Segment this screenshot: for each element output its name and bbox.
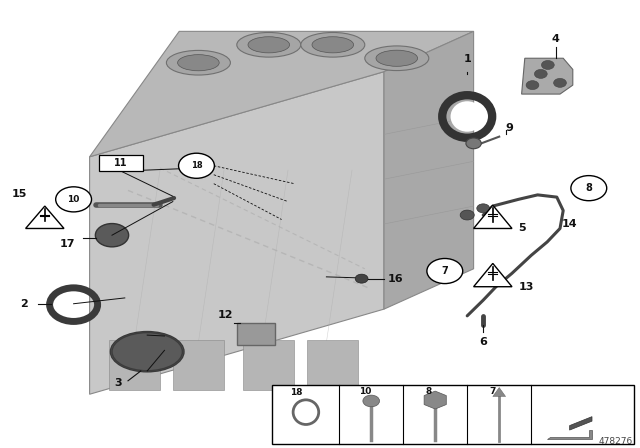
Circle shape <box>179 153 214 178</box>
Text: 13: 13 <box>518 282 534 292</box>
Ellipse shape <box>178 55 220 71</box>
Bar <box>307 340 358 390</box>
Text: 11: 11 <box>114 158 128 168</box>
Text: 16: 16 <box>387 274 403 284</box>
Ellipse shape <box>237 33 301 57</box>
Polygon shape <box>90 31 474 157</box>
Text: 4: 4 <box>552 34 559 44</box>
Bar <box>99 155 143 171</box>
Ellipse shape <box>451 101 484 132</box>
Ellipse shape <box>365 46 429 71</box>
Text: 18: 18 <box>290 388 303 396</box>
Circle shape <box>571 176 607 201</box>
Text: 14: 14 <box>562 219 577 229</box>
Polygon shape <box>547 430 592 439</box>
Ellipse shape <box>312 37 354 53</box>
Ellipse shape <box>363 395 380 407</box>
Circle shape <box>355 274 368 283</box>
Text: 478276: 478276 <box>598 437 632 446</box>
Text: 15: 15 <box>12 189 27 198</box>
Bar <box>109 340 160 390</box>
Polygon shape <box>522 58 573 94</box>
Ellipse shape <box>166 51 230 75</box>
Text: 18: 18 <box>191 161 202 170</box>
Text: 8: 8 <box>586 183 592 193</box>
Ellipse shape <box>301 33 365 57</box>
Text: 2: 2 <box>20 299 28 309</box>
Text: 7: 7 <box>442 266 448 276</box>
Text: 3: 3 <box>115 378 122 388</box>
Circle shape <box>526 81 539 90</box>
Ellipse shape <box>460 210 474 220</box>
Text: 17: 17 <box>60 239 75 249</box>
Bar <box>173 340 224 390</box>
Circle shape <box>466 138 481 149</box>
Ellipse shape <box>111 332 184 372</box>
Ellipse shape <box>61 296 86 314</box>
Text: 12: 12 <box>218 310 234 320</box>
Polygon shape <box>474 263 512 287</box>
Ellipse shape <box>95 224 129 247</box>
Circle shape <box>554 78 566 87</box>
Polygon shape <box>90 72 384 394</box>
Polygon shape <box>384 31 474 309</box>
Text: 1: 1 <box>463 54 471 64</box>
Text: 10: 10 <box>358 387 371 396</box>
Bar <box>272 385 634 444</box>
Polygon shape <box>26 206 64 228</box>
Ellipse shape <box>376 50 418 66</box>
Text: 9: 9 <box>506 123 513 133</box>
Polygon shape <box>493 388 506 396</box>
Circle shape <box>56 187 92 212</box>
Ellipse shape <box>248 37 290 53</box>
Polygon shape <box>570 417 592 430</box>
Circle shape <box>427 258 463 284</box>
Bar <box>243 340 294 390</box>
Ellipse shape <box>477 204 490 213</box>
Text: 8: 8 <box>426 387 432 396</box>
Circle shape <box>534 69 547 78</box>
Circle shape <box>541 60 554 69</box>
Text: 6: 6 <box>479 337 487 347</box>
Bar <box>237 323 275 345</box>
Text: 7: 7 <box>490 387 496 396</box>
Text: 5: 5 <box>518 224 526 233</box>
Polygon shape <box>474 205 512 228</box>
Text: 10: 10 <box>67 195 80 204</box>
